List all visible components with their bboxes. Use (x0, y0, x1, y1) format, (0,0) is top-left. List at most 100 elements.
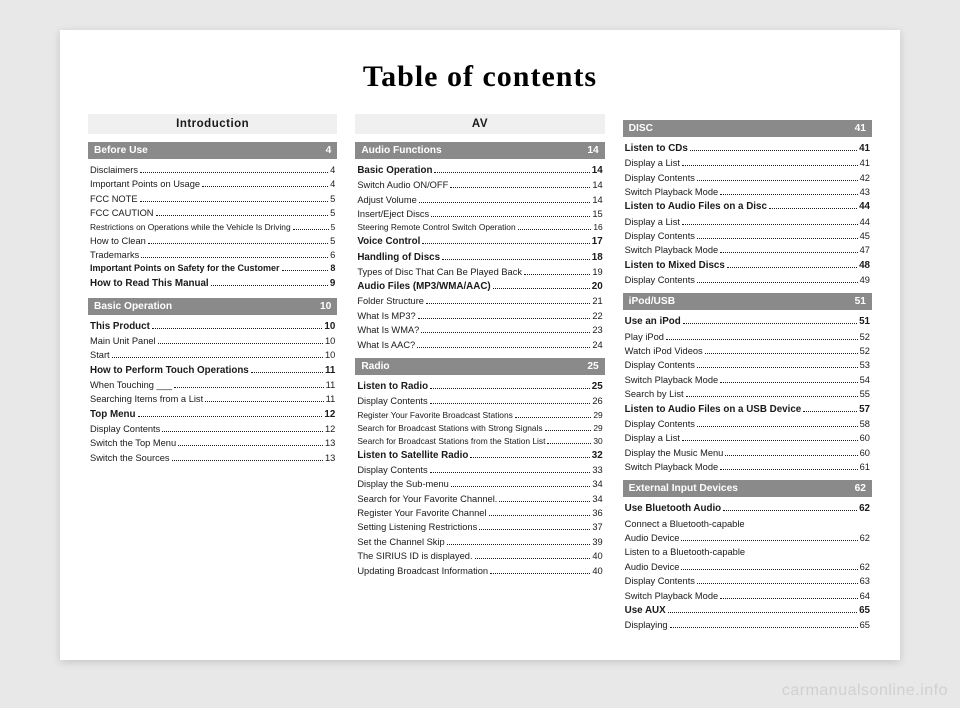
entry-page: 47 (860, 243, 870, 257)
toc-entry: Display Contents12 (90, 422, 335, 436)
toc-entry: Switch Playback Mode64 (625, 589, 870, 603)
entry-label: Register Your Favorite Channel (357, 506, 486, 520)
leader-dots (442, 259, 590, 260)
entry-page: 44 (860, 215, 870, 229)
leader-dots (251, 372, 323, 373)
toc-entry: Steering Remote Control Switch Operation… (357, 221, 602, 234)
toc-entry: Displaying65 (625, 618, 870, 632)
toc-entry: When Touching ___11 (90, 378, 335, 392)
entry-page: 43 (860, 185, 870, 199)
toc-entry: Display Contents63 (625, 574, 870, 588)
entry-page: 4 (330, 163, 335, 177)
leader-dots (697, 367, 858, 368)
entry-page: 15 (592, 207, 602, 221)
entry-page: 34 (592, 492, 602, 506)
leader-dots (158, 343, 323, 344)
toc-entry: Important Points on Safety for the Custo… (90, 262, 335, 276)
entry-page: 11 (326, 378, 336, 392)
toc-entry: Listen to Audio Files on a USB Device57 (625, 402, 870, 417)
section-name: External Input Devices (629, 483, 738, 494)
toc-entry: Trademarks6 (90, 248, 335, 262)
toc-entry: Display Contents26 (357, 394, 602, 408)
entry-label: Display the Sub-menu (357, 477, 448, 491)
section-header: External Input Devices62 (623, 480, 872, 497)
section-name: iPod/USB (629, 296, 675, 307)
toc-entry: Display a List 44 (625, 215, 870, 229)
entry-page: 39 (592, 535, 602, 549)
leader-dots (422, 243, 589, 244)
toc-entry: Connect a Bluetooth-capable (625, 517, 870, 531)
entry-page: 8 (330, 262, 335, 276)
toc-entry: Updating Broadcast Information40 (357, 564, 602, 578)
toc-entry: Setting Listening Restrictions37 (357, 520, 602, 534)
leader-dots (697, 180, 858, 181)
entry-page: 64 (860, 589, 870, 603)
leader-dots (450, 187, 590, 188)
toc-entry: Voice Control17 (357, 234, 602, 249)
leader-dots (705, 353, 858, 354)
toc-entry: Play iPod52 (625, 330, 870, 344)
entry-page: 11 (326, 392, 336, 406)
leader-dots (470, 457, 589, 458)
section-name: Audio Functions (361, 145, 441, 156)
entry-label: Switch Playback Mode (625, 243, 719, 257)
leader-dots (293, 229, 329, 230)
leader-dots (697, 238, 858, 239)
toc-entry: Search for Your Favorite Channel.34 (357, 492, 602, 506)
entry-label: Display a List (625, 431, 680, 445)
entry-page: 5 (330, 234, 335, 248)
entry-label: Display a List (625, 156, 680, 170)
leader-dots (681, 540, 857, 541)
leader-dots (205, 401, 324, 402)
entry-label: Listen to a Bluetooth-capable (625, 545, 745, 559)
leader-dots (419, 202, 591, 203)
leader-dots (430, 472, 591, 473)
toc-entry: Start10 (90, 348, 335, 362)
leader-dots (720, 252, 857, 253)
entry-page: 45 (860, 229, 870, 243)
leader-dots (769, 208, 857, 209)
entry-label: Switch Playback Mode (625, 460, 719, 474)
entry-label: Watch iPod Videos (625, 344, 703, 358)
leader-dots (683, 323, 857, 324)
entry-label: Set the Channel Skip (357, 535, 444, 549)
entry-label: Switch the Sources (90, 451, 170, 465)
entry-label: Steering Remote Control Switch Operation (357, 221, 515, 234)
entry-label: Listen to Radio (357, 379, 428, 394)
entry-page: 32 (592, 448, 603, 463)
entry-label: Display Contents (625, 171, 695, 185)
entry-label: Basic Operation (357, 163, 432, 178)
entry-page: 62 (860, 531, 870, 545)
leader-dots (426, 303, 590, 304)
entry-page: 33 (592, 463, 602, 477)
entry-label: Audio Files (MP3/WMA/AAC) (357, 279, 490, 294)
leader-dots (162, 431, 323, 432)
toc-entry: What Is AAC?24 (357, 338, 602, 352)
entry-page: 63 (860, 574, 870, 588)
leader-dots (447, 544, 591, 545)
leader-dots (152, 328, 323, 329)
toc-entry: The SIRIUS ID is displayed.40 (357, 549, 602, 563)
toc-entry: Top Menu12 (90, 407, 335, 422)
entry-page: 25 (592, 379, 603, 394)
toc-entry: Search for Broadcast Stations with Stron… (357, 422, 602, 435)
entry-label: Audio Device (625, 531, 680, 545)
entry-page: 29 (593, 422, 602, 435)
toc-entry: Display a List60 (625, 431, 870, 445)
entry-label: Play iPod (625, 330, 664, 344)
entry-label: Important Points on Safety for the Custo… (90, 262, 280, 276)
entry-label: Display a List (625, 215, 680, 229)
leader-dots (720, 382, 857, 383)
section-header: Basic Operation10 (88, 298, 337, 315)
entry-page: 55 (860, 387, 870, 401)
section-page: 41 (855, 123, 866, 134)
leader-dots (138, 416, 323, 417)
entry-label: Main Unit Panel (90, 334, 156, 348)
toc-entry: Display Contents53 (625, 358, 870, 372)
toc-entry: Restrictions on Operations while the Veh… (90, 221, 335, 234)
section-name: Basic Operation (94, 301, 172, 312)
leader-dots (518, 229, 592, 230)
entry-label: Display Contents (90, 422, 160, 436)
entries: This Product10Main Unit Panel10Start10Ho… (88, 319, 337, 465)
entry-page: 34 (592, 477, 602, 491)
